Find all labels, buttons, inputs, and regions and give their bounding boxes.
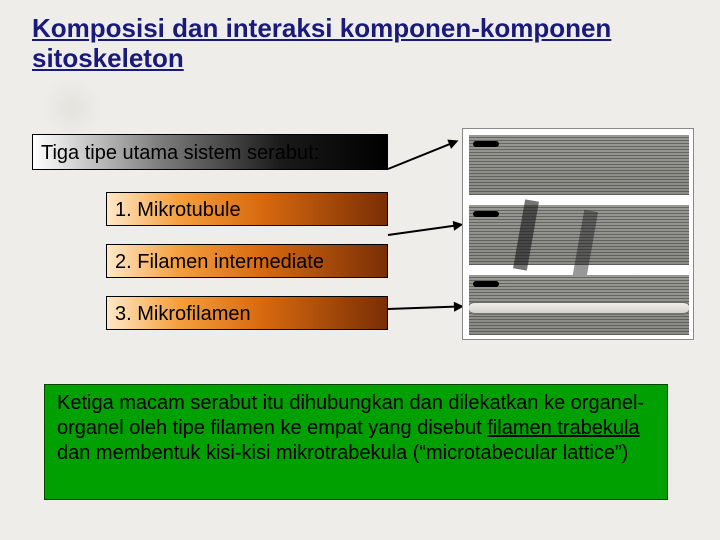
scale-bar-2 [473,211,499,217]
list-item-mikrotubule: 1. Mikrotubule [106,192,388,226]
list-item-filamen-intermediate: 2. Filamen intermediate [106,244,388,278]
micrograph-mikrotubule [469,135,689,195]
arrow-to-image-2 [388,224,462,236]
micrograph-panel [462,128,694,340]
arrow-to-image-3 [388,305,462,310]
list-item-mikrofilamen: 3. Mikrofilamen [106,296,388,330]
summary-paragraph: Ketiga macam serabut itu dihubungkan dan… [44,384,668,500]
arrow-to-image-1 [388,140,457,170]
paragraph-underlined-term: filamen trabekula [487,417,639,439]
scale-bar-1 [473,141,499,147]
heading-bar: Tiga tipe utama sistem serabut: [32,134,388,170]
scale-bar-3 [473,281,499,287]
micrograph-mikrofilamen [469,275,689,335]
paragraph-part-2: dan membentuk kisi-kisi mikrotrabekula (… [57,442,628,464]
page-title: Komposisi dan interaksi komponen-kompone… [32,14,692,74]
micrograph-filamen-intermediate [469,205,689,265]
